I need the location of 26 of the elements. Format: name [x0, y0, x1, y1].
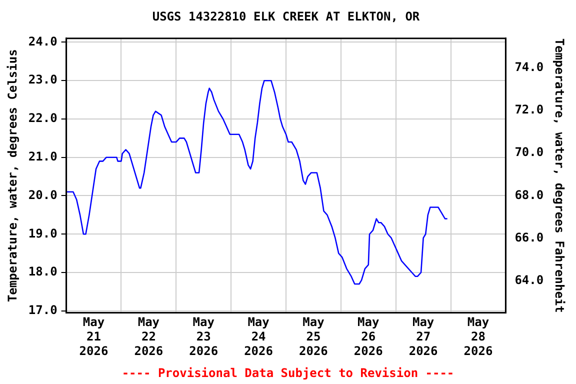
y-tick-label: 22.0	[28, 111, 58, 126]
y2-tick-label: 66.0	[514, 230, 544, 245]
x-tick-label: May 28 2026	[464, 315, 493, 358]
x-tick-label: May 24 2026	[244, 315, 273, 358]
x-tick-label: May 27 2026	[408, 315, 438, 358]
x-tick-label: May 25 2026	[299, 315, 328, 358]
text: ---- Provisional Data Subject to Revision ----	[120, 366, 456, 380]
y2-tick-label: 64.0	[514, 273, 544, 288]
y-axis-title: Temperature, water, degrees Celsius	[5, 49, 20, 302]
chart-title: USGS 14322810 ELK CREEK AT ELKTON, OR	[152, 9, 420, 24]
y-tick-label: 21.0	[28, 149, 58, 164]
y-tick-label: 18.0	[28, 264, 58, 279]
y-tick-label: 17.0	[28, 303, 58, 318]
y2-tick-label: 68.0	[514, 188, 544, 202]
x-tick-label: May 21 2026	[79, 315, 108, 358]
x-tick-label: May 23 2026	[189, 315, 218, 358]
y-tick-label: 19.0	[28, 226, 58, 240]
y-tick-label: 23.0	[28, 72, 58, 87]
y-tick-label: 24.0	[28, 34, 58, 48]
y2-tick-label: 70.0	[514, 145, 544, 160]
y2-axis-title: Temperature, water, degrees Fahrenheit	[552, 38, 567, 313]
y-tick-label: 20.0	[28, 188, 58, 202]
y2-tick-label: 74.0	[514, 60, 544, 74]
y2-tick-label: 72.0	[514, 102, 544, 117]
x-tick-label: May 22 2026	[134, 315, 164, 358]
x-tick-label: May 26 2026	[354, 315, 383, 358]
